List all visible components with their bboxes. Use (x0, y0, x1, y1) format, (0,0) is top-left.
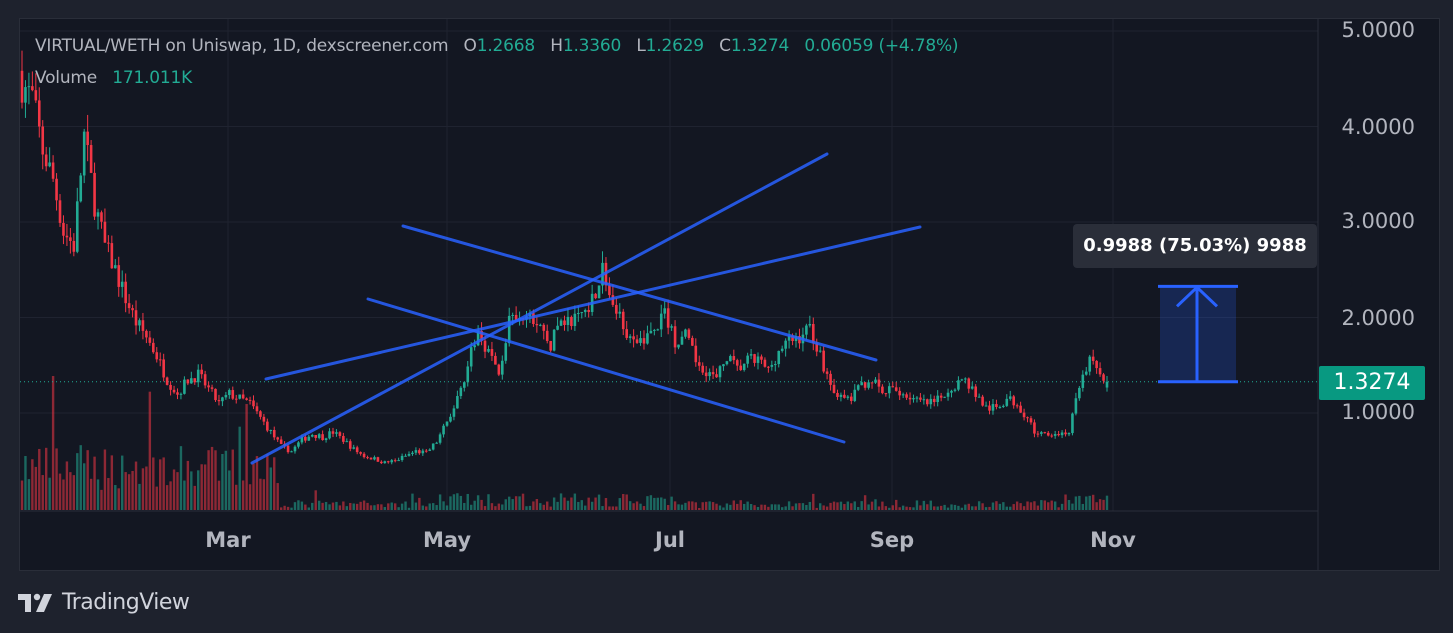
time-tick: Jul (655, 528, 685, 552)
low-value: 1.2629 (645, 36, 704, 56)
price-tick: 2.0000 (1341, 306, 1415, 330)
brand-name: TradingView (62, 590, 190, 615)
time-tick: Mar (205, 528, 251, 552)
high-value: 1.3360 (562, 36, 622, 56)
volume-label[interactable]: Volume (35, 68, 98, 88)
high-label: H (550, 36, 563, 56)
volume-legend: Volume 171.011K (35, 68, 192, 88)
volume-bars (20, 376, 1109, 510)
price-tick: 4.0000 (1341, 115, 1415, 139)
low-label: L (636, 36, 646, 56)
volume-value: 171.011K (112, 68, 193, 88)
close-value: 1.3274 (730, 36, 790, 56)
tradingview-icon (18, 593, 52, 612)
time-tick: Sep (869, 528, 915, 552)
open-value: 1.2668 (476, 36, 536, 56)
close-label: C (719, 36, 731, 56)
time-tick: Nov (1090, 528, 1136, 552)
trendlines[interactable] (250, 152, 922, 465)
price-tick: 3.0000 (1341, 209, 1415, 233)
open-label: O (463, 36, 477, 56)
symbol-title[interactable]: VIRTUAL/WETH on Uniswap, 1D, dexscreener… (35, 36, 449, 56)
measure-label: 0.9988 (75.03%) 9988 (1073, 224, 1317, 268)
tradingview-logo[interactable]: TradingView (18, 590, 190, 615)
current-price-badge: 1.3274 (1319, 366, 1425, 400)
price-range-measure[interactable] (1158, 284, 1238, 384)
candles (20, 50, 1109, 465)
ohlc-legend: VIRTUAL/WETH on Uniswap, 1D, dexscreener… (35, 36, 959, 56)
price-tick: 5.0000 (1341, 18, 1415, 42)
time-tick: May (422, 528, 472, 552)
change-value: 0.06059 (+4.78%) (804, 36, 959, 56)
price-tick: 1.0000 (1341, 400, 1415, 424)
